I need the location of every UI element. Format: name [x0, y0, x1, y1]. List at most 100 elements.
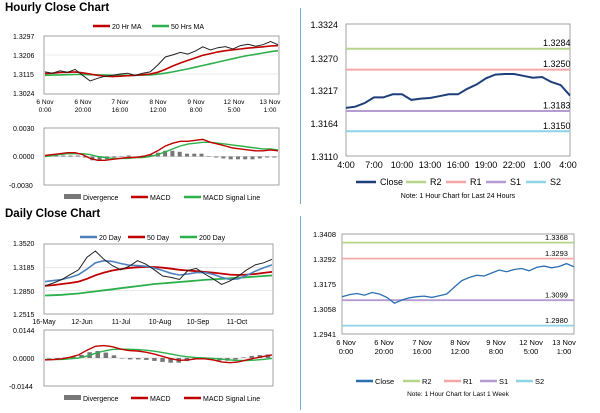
legend-label-daily-macd: MACD [150, 396, 171, 403]
legend-swatch-divergence [64, 194, 81, 199]
levels-xtick-4: 13:00 [419, 160, 442, 170]
levels-xtick-6: 19:00 [475, 160, 498, 170]
wlevels-xtick-2b: 20:00 [375, 347, 394, 356]
hourly-xtick-2b: 20:00 [75, 107, 92, 114]
daily-price-plot-area [43, 243, 274, 315]
hourly-section-title: Hourly Close Chart [5, 2, 110, 14]
wlevels-xtick-6b: 5:00 [524, 347, 539, 356]
levels-xtick-5: 16:00 [447, 160, 470, 170]
legend-label-daily-divergence: Divergence [83, 396, 119, 403]
wlevels-xtick-4b: 12:00 [451, 347, 470, 356]
weekly-levels-xticks: 6 Nov 0:00 6 Nov 20:00 7 Nov 16:00 8 Nov… [336, 338, 576, 356]
divergence-bar [265, 156, 270, 158]
hourly-xtick-1b: 0:00 [39, 107, 52, 114]
wlevels-xtick-5a: 9 Nov [486, 338, 506, 347]
series-macd-signal [44, 141, 279, 160]
hourly-ytick-4: 1.3024 [13, 91, 35, 98]
daily-macd-ytick-3: -0.0144 [9, 384, 33, 391]
wlevels-xtick-7a: 13 Nov [552, 338, 576, 347]
hourly-macd-legend: Divergence MACD MACD Signal Line [64, 194, 260, 202]
daily-macd-legend: Divergence MACD MACD Signal Line [64, 395, 260, 403]
daily-xtick-1: 16-May [32, 319, 56, 326]
divergence-bar [127, 358, 133, 360]
series-50day-ma [44, 266, 273, 287]
divergence-bar [111, 355, 117, 358]
divergence-bar [192, 153, 197, 157]
wlegend-label-s2: S2 [535, 377, 544, 386]
levels-ytick-3: 1.3217 [310, 86, 338, 96]
level-s1-label: 1.3183 [543, 101, 571, 111]
divergence-bar [228, 156, 233, 160]
daily-section-title: Daily Close Chart [5, 208, 101, 220]
weekly-levels-note: Note: 1 Hour Chart for Last 1 Week [407, 391, 510, 398]
hourly-macd-ytick-3: -0.0030 [9, 183, 33, 190]
divergence-bar [83, 156, 87, 158]
hourly-xtick-labels: 6 Nov 0:00 6 Nov 20:00 7 Nov 16:00 8 Nov… [36, 99, 281, 114]
divergence-bar [185, 153, 189, 157]
divergence-bar [249, 355, 254, 358]
divergence-bar [168, 358, 173, 363]
divergence-bar [144, 358, 149, 360]
hourly-xtick-1a: 6 Nov [36, 99, 54, 106]
legend-swatch-daily-divergence [64, 395, 81, 400]
hourly-ytick-1: 1.3297 [13, 34, 35, 41]
hourly-macd-ytick-2: 0.0000 [13, 154, 35, 161]
levels-xtick-8: 1:00 [533, 160, 551, 170]
divergence-bar [163, 150, 168, 157]
divergence-bar [214, 156, 219, 158]
daily-price-legend: 20 Day 50 Day 200 Day [80, 235, 226, 242]
wlevels-xtick-3a: 7 Nov [412, 338, 432, 347]
hourly-price-plot-area [43, 35, 280, 95]
divergence-bar [119, 156, 124, 157]
weekly-levels-legend: Close R2 R1 S1 S2 [356, 377, 544, 386]
hourly-levels-chart: 1.3324 1.3270 1.3217 1.3164 1.3110 1.328… [310, 20, 577, 200]
series-daily-macd [44, 344, 273, 364]
wlevels-ytick-3: 1.3175 [313, 280, 336, 289]
levels-xtick-3: 10:00 [391, 160, 414, 170]
hourly-xtick-3a: 7 Nov [111, 99, 129, 106]
hourly-xtick-5b: 8:00 [190, 107, 203, 114]
daily-macd-ytick-2: 0.0000 [13, 356, 35, 363]
hourly-xtick-4a: 8 Nov [149, 99, 167, 106]
legend-label-close: Close [380, 177, 403, 187]
legend-label-daily-macd-signal: MACD Signal Line [203, 396, 260, 403]
levels-xtick-2: 7:00 [365, 160, 383, 170]
series-daily-macd-signal [45, 348, 273, 362]
wlevel-s2-label: 1.2980 [545, 316, 568, 325]
wlevels-xtick-4a: 8 Nov [450, 338, 470, 347]
divergence-bar [272, 156, 277, 158]
legend-label-50hr: 50 Hrs MA [171, 24, 204, 31]
daily-price-chart: 20 Day 50 Day 200 Day 1.3520 1.3185 1.28… [13, 235, 274, 326]
weekly-levels-yticks: 1.3408 1.3292 1.3175 1.3058 1.2941 [313, 230, 336, 339]
levels-ytick-5: 1.3110 [311, 152, 338, 162]
divergence-bar [112, 156, 117, 158]
wlevels-xtick-5b: 8:00 [489, 347, 504, 356]
series-close [44, 40, 279, 82]
levels-xtick-1: 4:00 [337, 160, 355, 170]
wlevels-xtick-7b: 1:00 [557, 347, 572, 356]
wlevels-xtick-3b: 16:00 [413, 347, 432, 356]
divergence-bar [54, 358, 60, 359]
wlevels-xtick-1a: 6 Nov [336, 338, 356, 347]
wlegend-label-s1: S1 [499, 377, 508, 386]
divergence-bar [126, 155, 131, 157]
hourly-levels-plot-area [345, 23, 571, 157]
daily-xtick-labels: 16-May 12-Jun 11-Jul 10-Aug 10-Sep 11-Oc… [32, 319, 247, 326]
divergence-bar [61, 155, 66, 157]
legend-label-divergence: Divergence [83, 195, 119, 202]
hourly-xtick-7a: 13 Nov [260, 99, 282, 106]
hourly-ytick-2: 1.3206 [13, 53, 35, 60]
divergence-bar [199, 153, 204, 157]
daily-xtick-5: 10-Sep [187, 319, 210, 326]
series-close-week [341, 262, 575, 304]
hourly-levels-xticks: 4:00 7:00 10:00 13:00 16:00 19:00 22:00 … [337, 160, 577, 170]
hourly-xtick-6b: 5:00 [228, 107, 241, 114]
divergence-bar [53, 155, 58, 157]
divergence-bar [257, 156, 262, 159]
divergence-bar [148, 154, 153, 157]
divergence-bar [177, 151, 182, 157]
wlegend-label-close: Close [375, 377, 394, 386]
divergence-bar [206, 156, 211, 157]
wlevel-s1-label: 1.3099 [545, 291, 568, 300]
divergence-bar [243, 156, 248, 160]
